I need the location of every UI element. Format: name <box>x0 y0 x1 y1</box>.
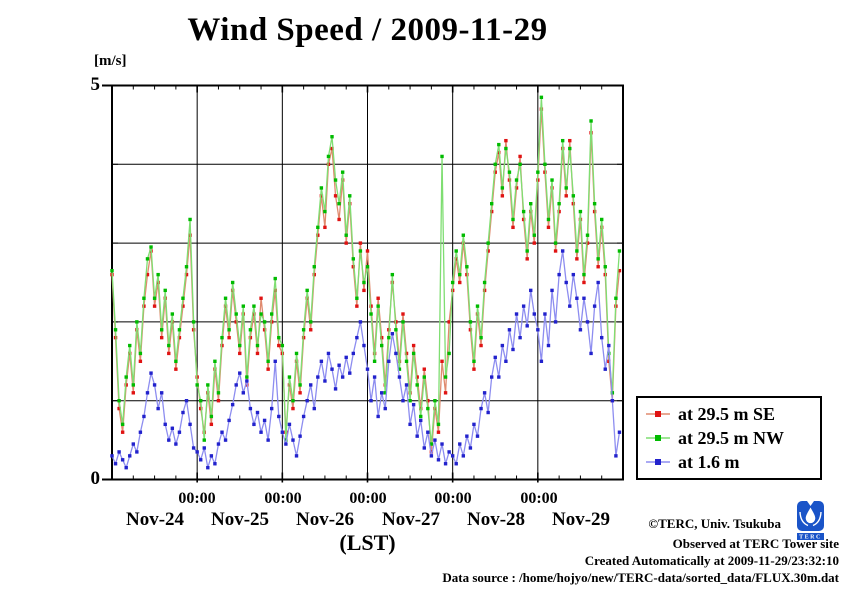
x-day-label: Nov-27 <box>381 509 441 530</box>
legend-item-29-5m-se: at 29.5 m SE <box>645 402 820 426</box>
chart-title: Wind Speed / 2009-11-29 <box>187 12 548 48</box>
legend-label: at 1.6 m <box>678 451 740 472</box>
logo-water-drop-icon <box>805 507 816 524</box>
x-tick-label-midnight: 00:00 <box>264 490 302 507</box>
x-day-label: Nov-26 <box>295 509 355 530</box>
x-day-label: Nov-24 <box>125 509 185 530</box>
footer-created-timestamp: Created Automatically at 2009-11-29/23:3… <box>584 553 839 568</box>
terc-logo: TERC <box>797 501 824 540</box>
legend-box: at 29.5 m SE at 29.5 m NW at 1.6 m <box>636 396 822 480</box>
x-day-label: Nov-25 <box>210 509 270 530</box>
legend-item-29-5m-nw: at 29.5 m NW <box>645 426 820 450</box>
logo-text: TERC <box>799 535 822 541</box>
x-tick-label-midnight: 00:00 <box>434 490 472 507</box>
legend-key-line-marker <box>646 411 670 417</box>
x-day-label: Nov-29 <box>551 509 611 530</box>
x-tick-label-midnight: 00:00 <box>178 490 216 507</box>
x-axis-label: (LST) <box>339 530 396 555</box>
footer-data-source-path: Data source : /home/hojyo/new/TERC-data/… <box>442 570 839 585</box>
x-tick-label-midnight: 00:00 <box>520 490 558 507</box>
y-axis-tick-max: 5 <box>90 74 101 95</box>
legend-label: at 29.5 m NW <box>678 427 784 448</box>
legend-key-line-marker <box>646 435 670 441</box>
y-axis-tick-min: 0 <box>90 468 101 489</box>
legend-item-1-6m: at 1.6 m <box>645 450 820 474</box>
x-day-label: Nov-28 <box>466 509 526 530</box>
legend-label: at 29.5 m SE <box>678 403 776 424</box>
y-axis-unit-label: [m/s] <box>94 53 127 69</box>
footer-copyright: ©TERC, Univ. Tsukuba <box>648 516 781 531</box>
legend-key-line-marker <box>646 459 670 465</box>
x-tick-label-midnight: 00:00 <box>349 490 387 507</box>
logo-notch <box>807 501 814 506</box>
